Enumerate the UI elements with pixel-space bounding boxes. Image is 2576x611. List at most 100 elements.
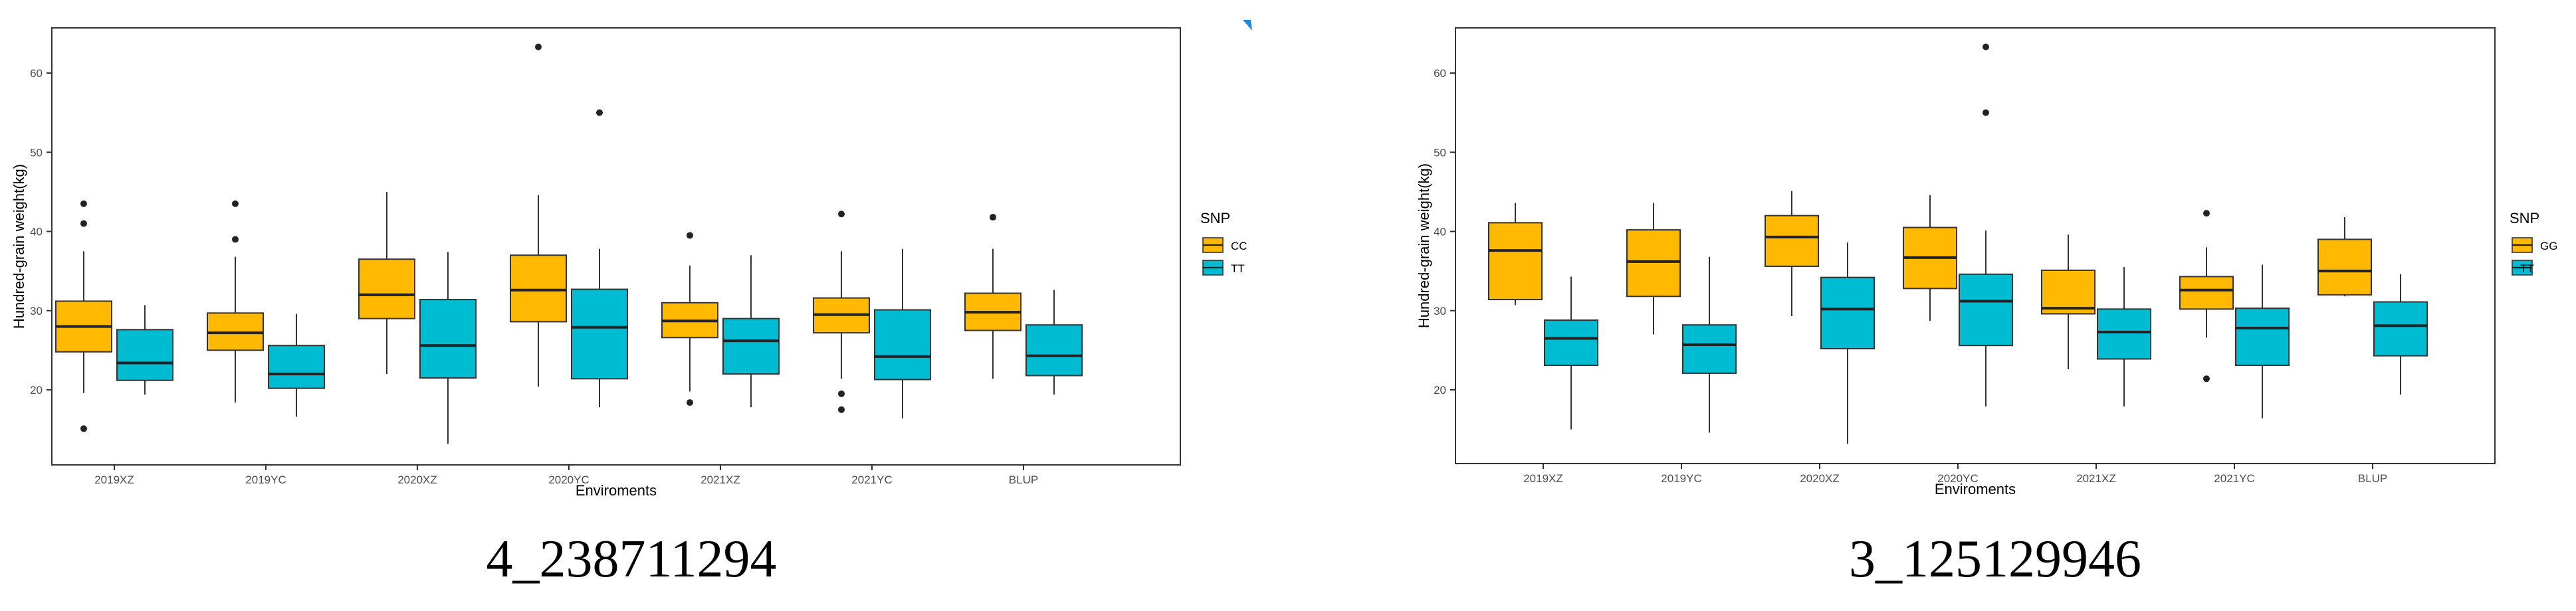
x-tick-label: 2020YC (1937, 472, 1978, 485)
box-TT-2019XZ (1544, 276, 1598, 430)
outlier-point (596, 109, 603, 116)
chart-1-legend-title: SNP (1200, 210, 1230, 226)
x-tick-label: 2020XZ (1800, 472, 1840, 485)
y-tick-label: 50 (1434, 146, 1446, 159)
box-iqr (2235, 307, 2290, 367)
chart-2-x-axis-title: Enviroments (1935, 481, 2016, 497)
chart-1-boxes (55, 43, 1083, 444)
box-iqr (1626, 229, 1681, 298)
box-GG-BLUP (2317, 217, 2372, 297)
box-TT-2020XZ (419, 252, 477, 444)
x-tick-label: BLUP (1009, 474, 1038, 486)
box-TT-2019XZ (116, 305, 173, 395)
box-GG-2020XZ (1765, 191, 1819, 317)
box-iqr (510, 254, 567, 323)
box-iqr (1959, 273, 2013, 347)
box-CC-2020YC (510, 43, 567, 387)
chart-2-legend-label-2: TT (2520, 262, 2534, 275)
y-tick-label: 60 (1434, 67, 1446, 80)
box-iqr (2373, 301, 2428, 357)
box-iqr (1820, 276, 1875, 349)
box-iqr (722, 317, 780, 375)
box-CC-2021YC (813, 211, 870, 413)
outlier-point (838, 390, 845, 397)
box-GG-2019XZ (1488, 203, 1543, 306)
outlier-point (990, 214, 996, 221)
chart-1-x-ticks: 2019XZ 2019YC 2020XZ 2020YC 2021XZ 2021YC BLUP (94, 465, 1038, 486)
chart-1-y-axis-title: Hundred-grain weight(kg) (11, 164, 27, 329)
box-TT-2020YC (1959, 43, 2013, 407)
outlier-point (535, 43, 542, 50)
outlier-point (2203, 375, 2210, 383)
outlier-point (687, 399, 693, 406)
box-iqr (419, 299, 477, 379)
box-CC-2020XZ (358, 191, 415, 375)
outlier-point (1983, 43, 1989, 50)
outlier-point (1983, 109, 1989, 116)
box-CC-2019YC (207, 200, 264, 403)
box-TT-2019YC (268, 313, 325, 417)
chart-1-x-axis-title: Enviroments (576, 482, 657, 499)
y-tick-label: 20 (30, 384, 43, 396)
box-iqr (116, 329, 173, 381)
box-iqr (358, 258, 415, 319)
x-tick-label: 2019XZ (1523, 472, 1563, 485)
outlier-point (232, 236, 239, 243)
chart-2-legend: SNP GG TT (2510, 210, 2557, 276)
box-iqr (1544, 319, 1598, 367)
chart-1-y-ticks: 20 30 40 50 60 (30, 67, 52, 396)
outlier-point (838, 211, 845, 218)
box-iqr (268, 345, 325, 389)
y-tick-label: 30 (1434, 305, 1446, 317)
chart-2-y-axis-title: Hundred-grain weight(kg) (1416, 163, 1432, 328)
y-tick-label: 50 (30, 146, 43, 159)
box-iqr (2097, 308, 2151, 360)
box-iqr (1765, 215, 1819, 267)
box-iqr (1488, 222, 1543, 301)
box-CC-BLUP (964, 214, 1021, 379)
box-iqr (2041, 269, 2095, 315)
box-TT-BLUP (2373, 274, 2428, 395)
box-iqr (874, 309, 931, 381)
box-GG-2019YC (1626, 203, 1681, 335)
box-TT-BLUP (1025, 290, 1083, 395)
x-tick-label: 2019YC (1661, 472, 1701, 485)
x-tick-label: BLUP (2358, 472, 2387, 485)
chart-2: 20 30 40 50 60 2019XZ 2019YC 2020XZ 2020YC 2021X… (1416, 27, 2557, 588)
chart-1-legend: SNP CC TT (1200, 210, 1247, 276)
outlier-point (687, 232, 693, 239)
outlier-point (838, 406, 845, 413)
chart-2-legend-title: SNP (2510, 210, 2539, 226)
chart-1-legend-label-2: TT (1231, 262, 1245, 275)
chart-1-legend-label-1: CC (1231, 240, 1247, 252)
y-tick-label: 40 (30, 226, 43, 238)
y-tick-label: 60 (30, 67, 43, 80)
x-tick-label: 2021XZ (700, 474, 740, 486)
outlier-point (2203, 210, 2210, 217)
chart-2-legend-label-1: GG (2540, 240, 2557, 252)
box-TT-2021XZ (722, 255, 780, 408)
box-CC-2019XZ (55, 200, 112, 432)
y-tick-label: 20 (1434, 384, 1446, 396)
box-GG-2021XZ (2041, 234, 2095, 369)
box-iqr (1025, 324, 1083, 377)
y-tick-label: 30 (30, 305, 43, 317)
outlier-point (232, 200, 239, 207)
box-TT-2021YC (2235, 264, 2290, 418)
x-tick-label: 2019YC (245, 474, 286, 486)
outlier-point (80, 425, 87, 432)
chart-2-y-ticks: 20 30 40 50 60 (1434, 67, 1455, 396)
chart-2-boxes (1488, 43, 2428, 444)
chart-1-caption: 4_238711294 (486, 530, 776, 588)
chart-1-plot-panel (51, 27, 1181, 466)
box-TT-2020XZ (1820, 242, 1875, 444)
x-tick-label: 2021YC (851, 474, 892, 486)
box-TT-2021YC (874, 248, 931, 418)
x-tick-label: 2021YC (2214, 472, 2254, 485)
outlier-point (80, 200, 87, 207)
box-TT-2020YC (571, 109, 628, 408)
outlier-point (80, 220, 87, 227)
chart-1: 20 30 40 50 60 2019XZ 2019YC 2020XZ 2020YC 2021X… (11, 27, 1247, 588)
x-tick-label: 2020XZ (397, 474, 437, 486)
